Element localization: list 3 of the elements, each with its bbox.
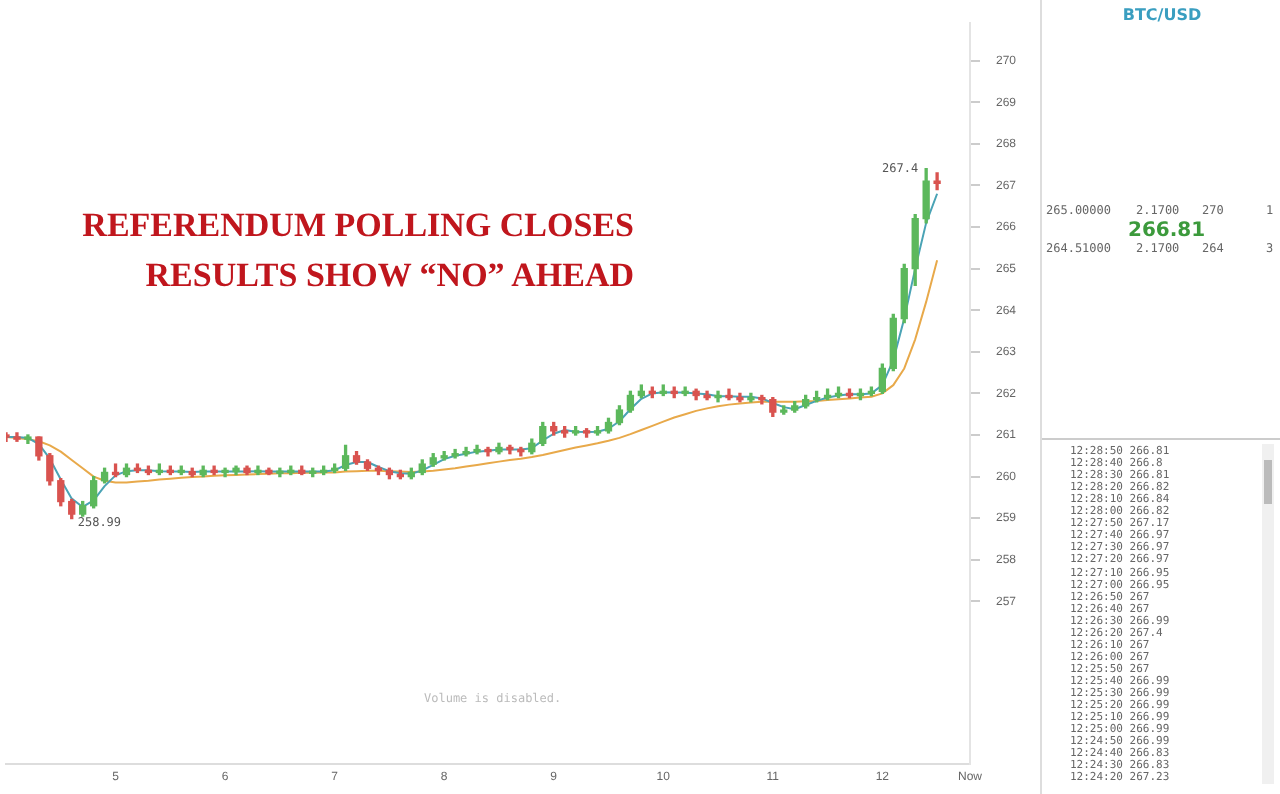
- text: 266.81: [1128, 220, 1206, 242]
- annotation: REFERENDUM POLLING CLOSES RESULTS SHOW “NO” AHEAD: [82, 204, 634, 298]
- text: BTC/USD: [1120, 6, 1204, 24]
